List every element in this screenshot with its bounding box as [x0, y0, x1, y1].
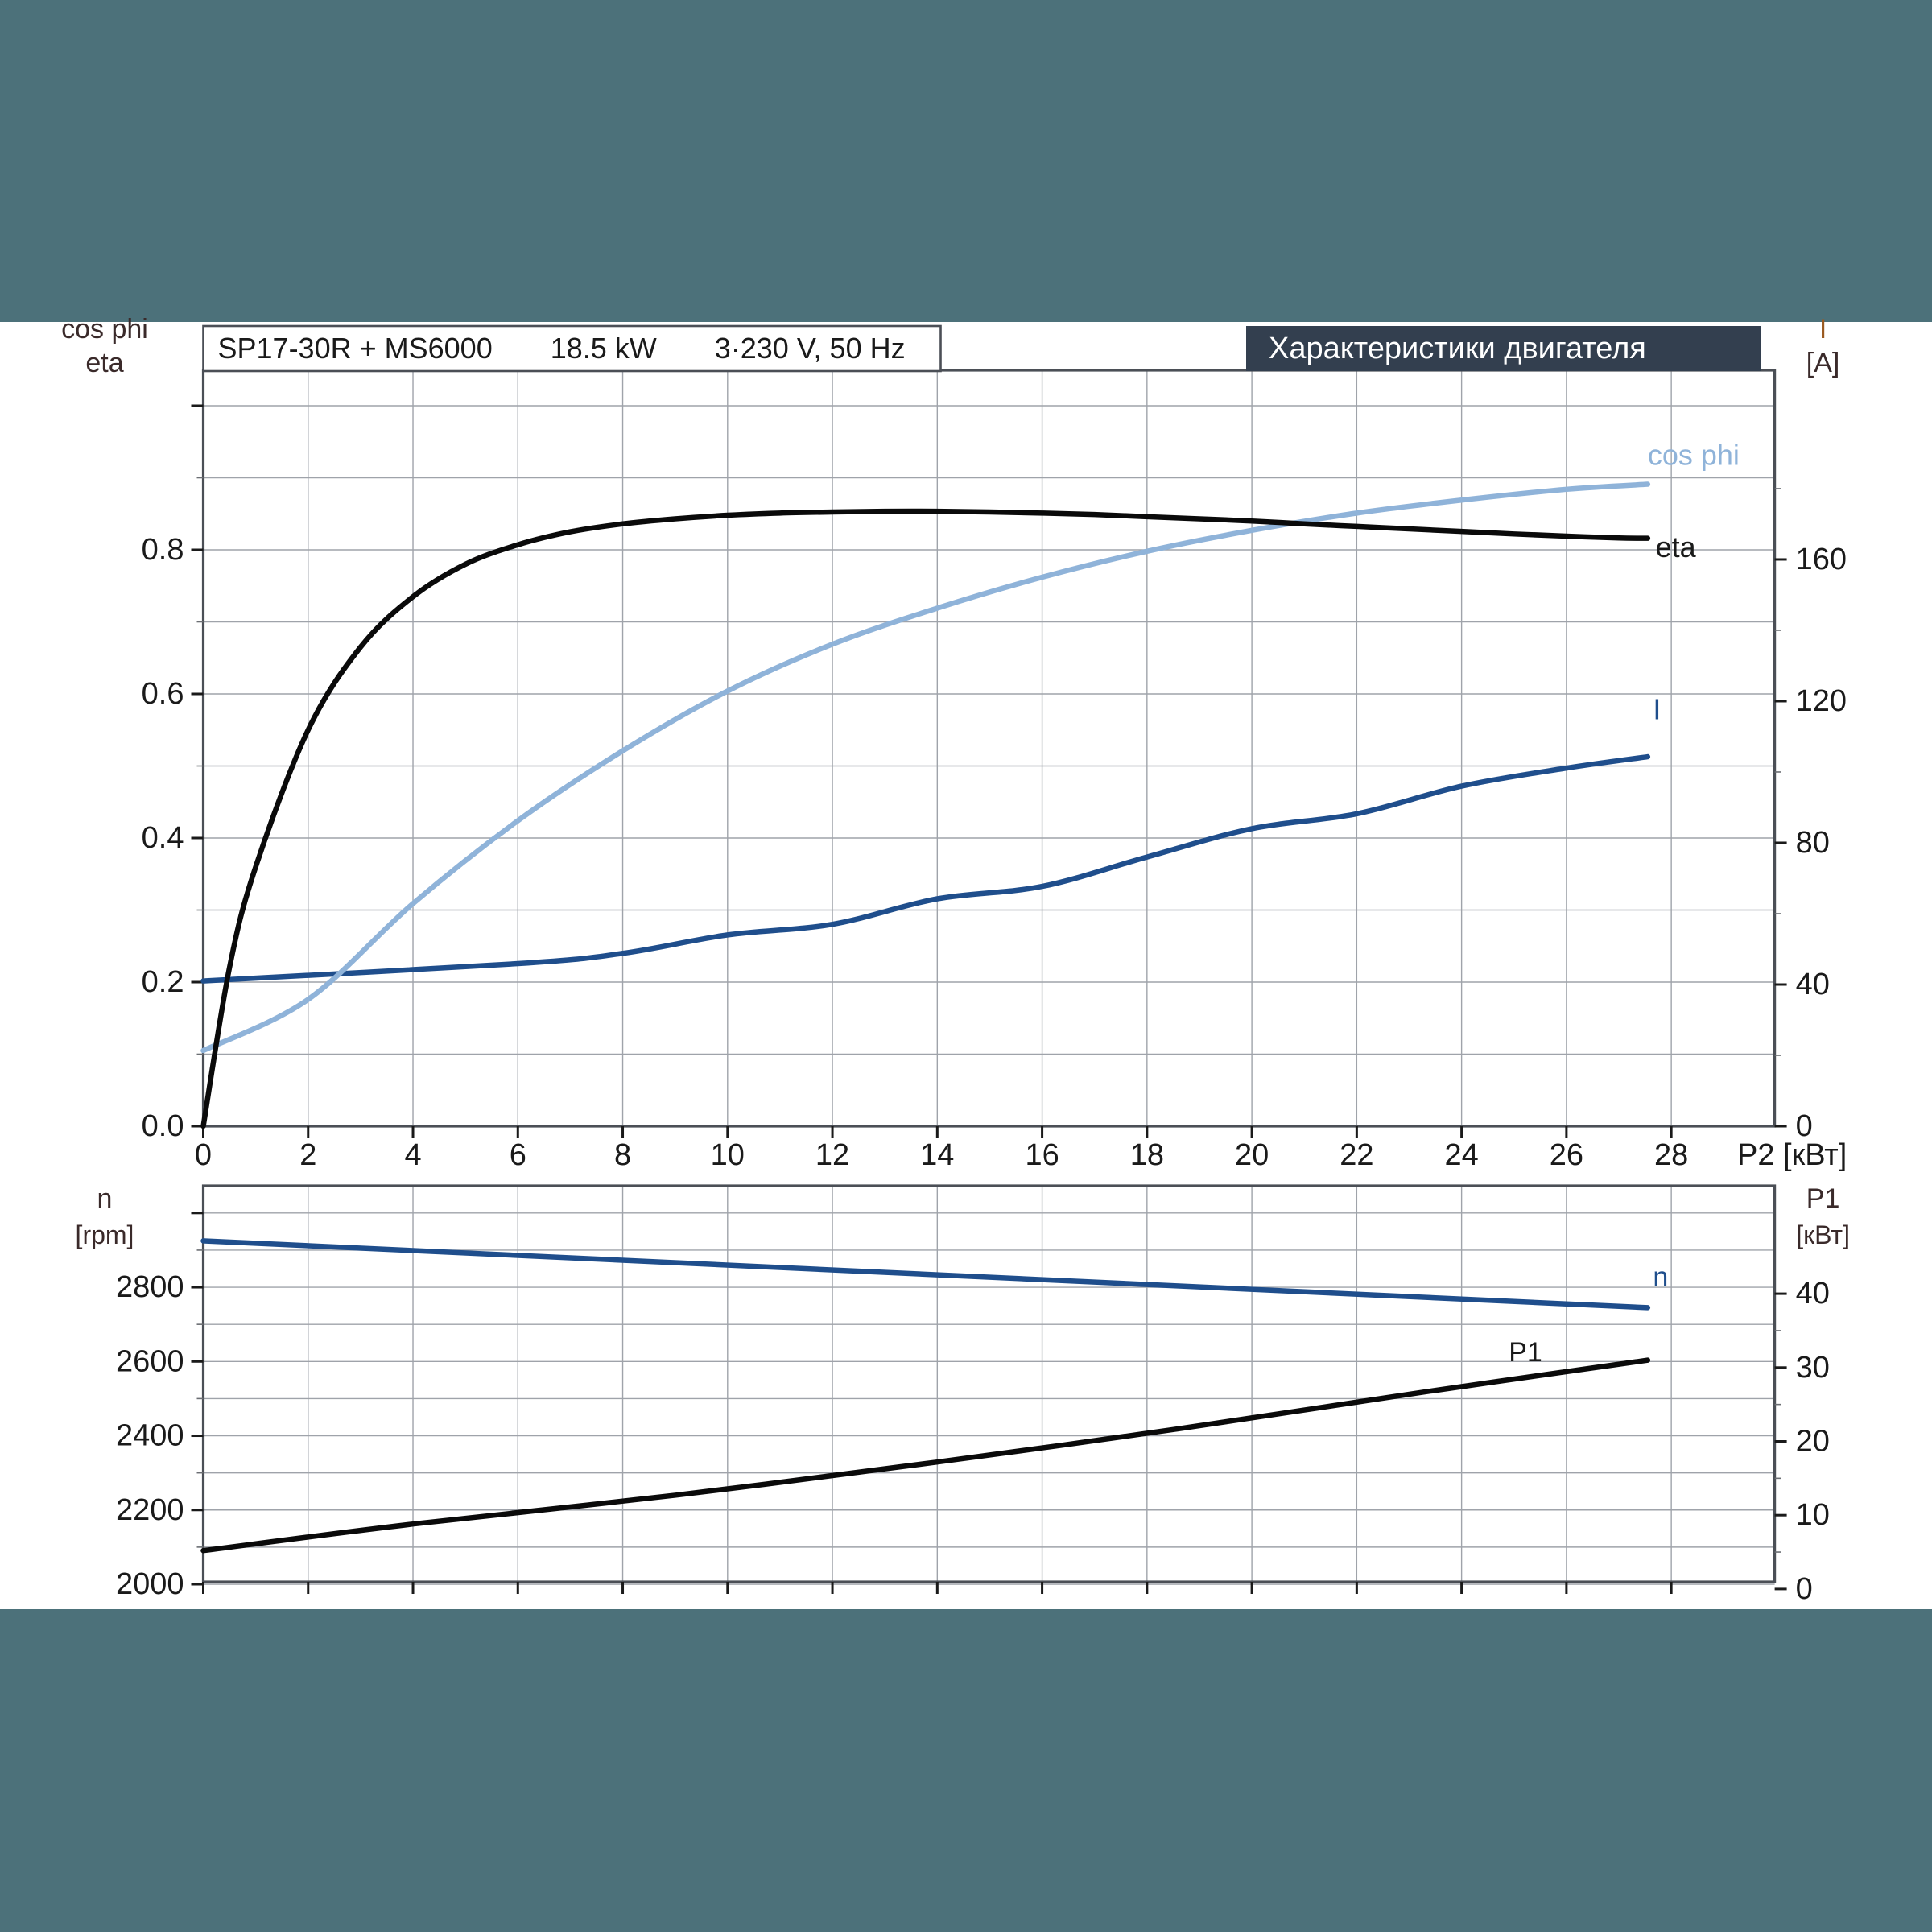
svg-text:18: 18 [1130, 1138, 1164, 1172]
svg-text:0.4: 0.4 [142, 821, 184, 855]
svg-text:0.8: 0.8 [142, 533, 184, 567]
svg-text:cos phi: cos phi [61, 314, 148, 345]
svg-text:2600: 2600 [116, 1344, 184, 1378]
svg-text:40: 40 [1796, 968, 1830, 1001]
svg-text:20: 20 [1235, 1138, 1269, 1172]
svg-text:16: 16 [1025, 1138, 1059, 1172]
svg-text:[rpm]: [rpm] [76, 1220, 134, 1249]
svg-text:eta: eta [85, 348, 123, 378]
svg-text:6: 6 [510, 1138, 526, 1172]
svg-text:160: 160 [1796, 543, 1847, 576]
svg-text:I: I [1653, 692, 1661, 725]
svg-text:20: 20 [1796, 1425, 1830, 1459]
svg-text:26: 26 [1550, 1138, 1583, 1172]
svg-text:[кВт]: [кВт] [1796, 1220, 1850, 1249]
svg-text:eta: eta [1656, 530, 1697, 564]
svg-text:n: n [97, 1183, 113, 1214]
svg-text:0.2: 0.2 [142, 965, 184, 999]
svg-text:10: 10 [711, 1138, 745, 1172]
svg-text:P2 [кВт]: P2 [кВт] [1737, 1138, 1847, 1172]
svg-text:n: n [1653, 1262, 1668, 1293]
svg-text:Характеристики двигателя: Характеристики двигателя [1269, 332, 1646, 365]
svg-text:2400: 2400 [116, 1419, 184, 1453]
svg-text:2800: 2800 [116, 1270, 184, 1304]
svg-text:0.0: 0.0 [142, 1109, 184, 1143]
svg-text:2200: 2200 [116, 1493, 184, 1527]
svg-text:80: 80 [1796, 826, 1830, 860]
svg-text:0: 0 [195, 1138, 212, 1172]
svg-text:SP17-30R + MS6000 18.5 kW 3·: SP17-30R + MS6000 18.5 kW 3·230 V, 50 Hz [218, 332, 906, 365]
svg-text:2000: 2000 [116, 1567, 184, 1601]
svg-text:22: 22 [1340, 1138, 1373, 1172]
svg-text:0: 0 [1796, 1572, 1813, 1606]
svg-text:28: 28 [1654, 1138, 1688, 1172]
svg-text:cos phi: cos phi [1648, 438, 1740, 471]
svg-text:40: 40 [1796, 1277, 1830, 1311]
svg-text:2: 2 [299, 1138, 316, 1172]
svg-text:0.6: 0.6 [142, 677, 184, 711]
svg-text:12: 12 [815, 1138, 849, 1172]
svg-text:14: 14 [920, 1138, 954, 1172]
svg-text:10: 10 [1796, 1498, 1830, 1532]
svg-text:8: 8 [614, 1138, 631, 1172]
svg-text:30: 30 [1796, 1351, 1830, 1385]
svg-text:24: 24 [1444, 1138, 1478, 1172]
svg-text:P1: P1 [1806, 1183, 1840, 1214]
svg-text:4: 4 [404, 1138, 421, 1172]
svg-text:[A]: [A] [1806, 348, 1840, 378]
svg-text:P1: P1 [1509, 1337, 1542, 1368]
svg-text:120: 120 [1796, 684, 1847, 718]
svg-text:I: I [1819, 314, 1827, 345]
